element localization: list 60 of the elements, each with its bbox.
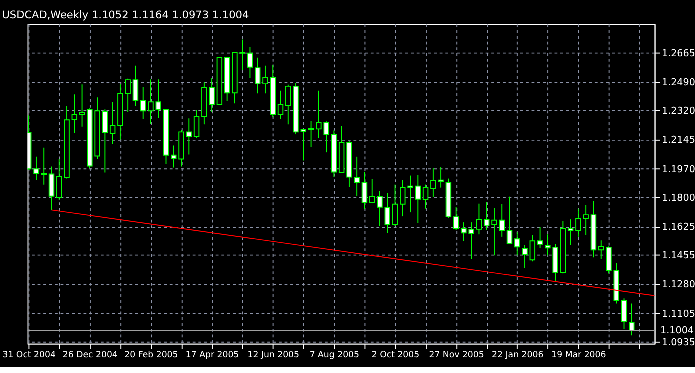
candlestick xyxy=(598,240,604,260)
candlestick xyxy=(79,84,86,128)
x-tick-label: 7 Aug 2005 xyxy=(310,350,360,361)
candlestick xyxy=(484,202,490,231)
y-tick-label: 1.1970 xyxy=(662,164,695,176)
candlestick xyxy=(262,65,268,94)
y-tick-label: 1.2665 xyxy=(662,48,695,60)
x-tick-label: 20 Feb 2005 xyxy=(124,350,178,361)
candlestick xyxy=(194,110,200,139)
candlestick xyxy=(102,109,108,174)
y-tick-label: 1.2320 xyxy=(662,106,695,117)
candlestick xyxy=(422,184,429,210)
candlestick xyxy=(140,86,146,120)
y-tick-label: 1.2145 xyxy=(662,135,695,146)
candlestick xyxy=(110,102,116,145)
x-tick-label: 27 Nov 2005 xyxy=(429,350,484,361)
ref-line-label: 1.1004 xyxy=(660,325,694,336)
y-tick-label: 1.0935 xyxy=(662,337,695,348)
candlestick xyxy=(522,244,528,269)
candlestick xyxy=(476,203,482,236)
candlestick xyxy=(568,219,574,246)
candlestick xyxy=(606,246,612,274)
candlestick xyxy=(308,120,314,148)
candlestick xyxy=(453,206,460,231)
candlestick xyxy=(247,46,254,79)
x-tick-label: 17 Apr 2005 xyxy=(186,350,240,361)
y-tick-label: 1.1800 xyxy=(662,192,695,204)
candlestick xyxy=(499,204,505,238)
candlestick xyxy=(72,94,78,134)
chart-title: USDCAD,Weekly 1.1052 1.1164 1.0973 1.1004 xyxy=(2,9,250,22)
candlestick xyxy=(629,303,635,336)
x-tick-label: 2 Oct 2005 xyxy=(372,350,420,361)
candlestick xyxy=(621,298,628,330)
x-tick-label: 26 Dec 2004 xyxy=(62,350,118,361)
x-tick-label: 19 Mar 2006 xyxy=(552,350,606,361)
candlestick xyxy=(415,174,422,224)
candlestick xyxy=(530,234,536,262)
x-tick-label: 12 Jun 2005 xyxy=(248,350,300,361)
candlestick xyxy=(369,178,376,204)
candlestick xyxy=(384,192,390,234)
candlestick xyxy=(48,166,55,211)
y-tick-label: 1.2490 xyxy=(662,78,695,89)
candlestick xyxy=(506,196,513,245)
candlestick xyxy=(186,118,192,156)
candlestick xyxy=(514,232,520,256)
candlestick xyxy=(362,171,368,210)
candlestick xyxy=(278,90,284,120)
y-tick-label: 1.1280 xyxy=(662,280,695,291)
candlestick xyxy=(254,57,261,94)
candlestick xyxy=(132,65,139,106)
x-tick-label: 31 Oct 2004 xyxy=(2,350,56,361)
candlestick xyxy=(300,129,307,162)
y-tick-label: 1.1105 xyxy=(662,308,695,320)
candlestick xyxy=(492,208,498,256)
y-tick-label: 1.1625 xyxy=(662,222,695,234)
candlestick xyxy=(392,184,398,227)
candlestick xyxy=(537,226,544,249)
x-tick-label: 22 Jan 2006 xyxy=(492,350,544,361)
candlestick xyxy=(377,191,383,227)
y-tick-label: 1.1455 xyxy=(662,250,695,262)
